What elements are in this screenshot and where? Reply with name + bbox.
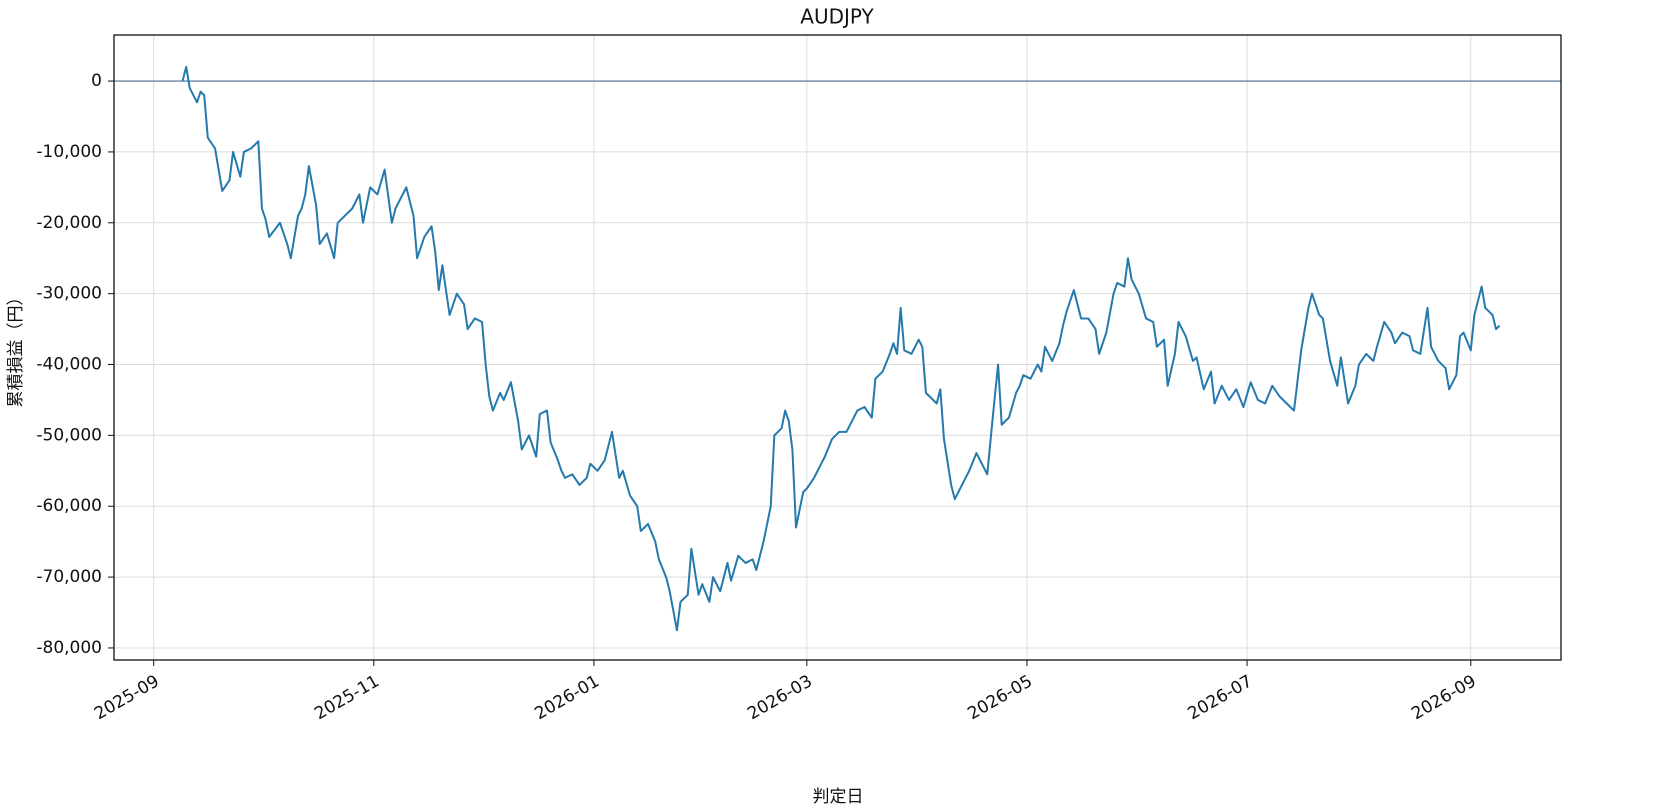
y-tick-label: -30,000: [36, 284, 102, 304]
y-tick-label: -40,000: [36, 355, 102, 375]
y-axis-label: 累積損益（円）: [6, 289, 26, 408]
x-tick-label: 2026-05: [964, 671, 1036, 724]
y-tick-label: -50,000: [36, 425, 102, 445]
chart-title: AUDJPY: [800, 5, 874, 29]
y-tick-label: -70,000: [36, 567, 102, 587]
data-line: [181, 65, 1501, 632]
x-tick-label: 2025-11: [311, 671, 383, 724]
x-tick-label: 2026-09: [1408, 671, 1480, 724]
y-tick-label: -10,000: [36, 142, 102, 162]
plot-frame: [113, 34, 1562, 661]
y-tick-label: -20,000: [36, 213, 102, 233]
x-axis-label: 判定日: [813, 787, 864, 807]
y-tick-label: -60,000: [36, 496, 102, 516]
x-tick-label: 2026-03: [744, 671, 816, 724]
y-tick-label: 0: [91, 71, 102, 91]
x-tick-label: 2026-07: [1185, 671, 1257, 724]
x-tick-label: 2025-09: [91, 671, 163, 724]
x-tick-label: 2026-01: [531, 671, 603, 724]
y-tick-label: -80,000: [36, 638, 102, 658]
